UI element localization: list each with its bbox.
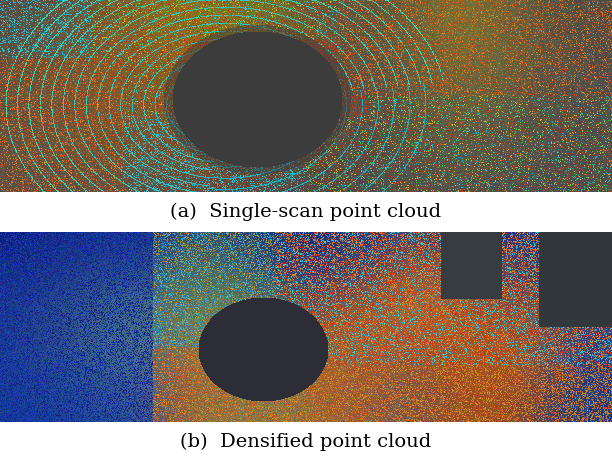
Text: (a)  Single-scan point cloud: (a) Single-scan point cloud <box>170 203 442 221</box>
Text: (b)  Densified point cloud: (b) Densified point cloud <box>181 433 431 451</box>
